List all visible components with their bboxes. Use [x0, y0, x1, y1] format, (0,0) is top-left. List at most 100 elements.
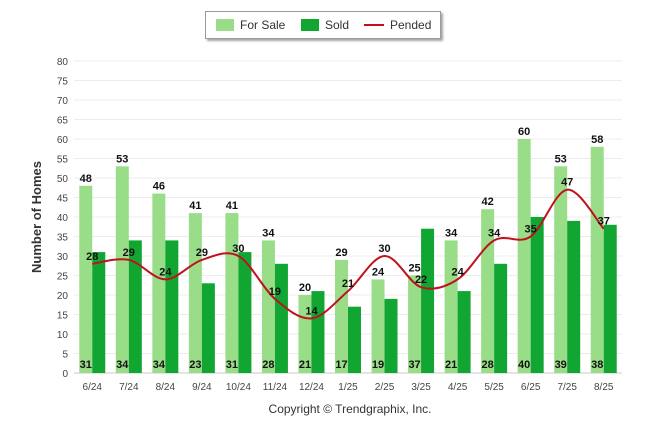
bar-sold [348, 306, 361, 373]
data-label-sold: 31 [80, 359, 92, 371]
for-sale-swatch [216, 19, 234, 31]
data-label-for-sale: 41 [189, 200, 201, 212]
data-label-sold: 34 [116, 359, 129, 371]
data-label-sold: 28 [482, 359, 494, 371]
data-label-for-sale: 24 [372, 266, 385, 278]
bar-sold [311, 291, 325, 373]
data-label-pended: 47 [561, 177, 573, 189]
data-label-pended: 28 [86, 251, 98, 263]
y-tick-label: 35 [57, 233, 69, 244]
x-tick-label: 12/24 [299, 382, 324, 393]
y-tick-label: 80 [57, 57, 69, 68]
data-label-pended: 22 [415, 274, 427, 286]
data-label-pended: 29 [196, 247, 208, 259]
bar-for-sale [335, 259, 348, 373]
bar-sold [603, 224, 617, 373]
legend-label-sold: Sold [325, 18, 350, 32]
data-label-for-sale: 46 [153, 181, 165, 193]
data-label-pended: 24 [451, 266, 464, 278]
data-label-pended: 35 [525, 224, 537, 236]
data-label-sold: 19 [372, 359, 384, 371]
y-tick-label: 55 [57, 155, 69, 166]
x-tick-label: 8/25 [594, 382, 614, 393]
legend-label-for-sale: For Sale [240, 18, 286, 32]
data-label-pended: 14 [305, 305, 318, 317]
data-label-sold: 31 [226, 359, 238, 371]
x-tick-label: 7/24 [119, 382, 139, 393]
legend-label-pended: Pended [390, 18, 432, 32]
x-tick-label: 8/24 [156, 382, 176, 393]
bar-sold [457, 291, 471, 373]
data-label-sold: 37 [408, 359, 420, 371]
bar-sold [274, 263, 288, 373]
pended-line-swatch [364, 24, 384, 26]
bar-for-sale [554, 166, 568, 373]
legend-item-for-sale[interactable]: For Sale [216, 12, 285, 38]
bar-sold [92, 252, 106, 373]
bar-sold [384, 298, 398, 373]
bar-sold [201, 283, 215, 373]
bar-for-sale [261, 240, 275, 373]
data-label-pended: 19 [269, 286, 281, 298]
x-tick-label: 7/25 [557, 382, 577, 393]
y-tick-label: 40 [57, 213, 69, 224]
legend-item-sold[interactable]: Sold [301, 12, 349, 38]
x-tick-label: 6/25 [521, 382, 541, 393]
y-tick-label: 15 [57, 311, 69, 322]
data-label-pended: 29 [123, 247, 135, 259]
bar-for-sale [371, 279, 385, 373]
data-label-sold: 21 [299, 359, 311, 371]
bar-for-sale [152, 193, 166, 373]
y-axis-ticks: 0 5 10 15 20 25 30 35 40 45 50 55 60 65 70 75 80 [57, 57, 69, 380]
bars [79, 139, 617, 373]
bar-for-sale [517, 139, 531, 373]
pended-line [92, 188, 605, 320]
x-tick-label: 9/24 [192, 382, 212, 393]
data-label-for-sale: 34 [262, 227, 275, 239]
data-label-for-sale: 20 [299, 282, 311, 294]
bar-for-sale [298, 295, 312, 373]
bar-for-sale [79, 185, 93, 373]
bar-sold [494, 263, 508, 373]
y-tick-label: 65 [57, 116, 69, 127]
x-tick-label: 3/25 [411, 382, 431, 393]
bar-for-sale [444, 240, 458, 373]
legend-item-pended[interactable]: Pended [364, 12, 431, 38]
data-label-sold: 23 [189, 359, 201, 371]
bar-for-sale [115, 166, 129, 373]
data-label-pended: 34 [488, 227, 501, 239]
bar-for-sale [590, 146, 604, 373]
data-label-for-sale: 60 [518, 126, 530, 138]
data-label-for-sale: 41 [226, 200, 238, 212]
legend: For Sale Sold Pended [205, 11, 441, 39]
y-tick-label: 5 [62, 350, 68, 361]
y-tick-label: 75 [57, 77, 69, 88]
y-tick-label: 45 [57, 194, 69, 205]
y-tick-label: 50 [57, 174, 69, 185]
bar-sold [567, 220, 581, 373]
data-label-for-sale: 48 [80, 173, 92, 185]
x-tick-label: 4/25 [448, 382, 468, 393]
y-tick-label: 70 [57, 96, 69, 107]
bar-for-sale [225, 213, 239, 373]
data-label-for-sale: 29 [335, 247, 347, 259]
data-label-pended: 30 [232, 243, 244, 255]
copyright-notice: Copyright © Trendgraphix, Inc. [268, 402, 432, 416]
bar-sold [128, 240, 142, 373]
data-label-for-sale: 53 [116, 153, 128, 165]
data-label-sold: 21 [445, 359, 457, 371]
bar-sold [530, 217, 544, 373]
y-tick-label: 60 [57, 135, 69, 146]
data-label-sold: 40 [518, 359, 530, 371]
bar-sold [165, 240, 179, 373]
y-tick-label: 0 [62, 369, 68, 380]
data-label-for-sale: 53 [555, 153, 567, 165]
data-label-sold: 17 [335, 359, 347, 371]
data-label-sold: 34 [153, 359, 166, 371]
x-tick-label: 11/24 [263, 382, 288, 393]
data-label-for-sale: 25 [408, 263, 420, 275]
y-tick-label: 25 [57, 272, 69, 283]
x-tick-label: 1/25 [338, 382, 358, 393]
sold-swatch [301, 19, 319, 31]
